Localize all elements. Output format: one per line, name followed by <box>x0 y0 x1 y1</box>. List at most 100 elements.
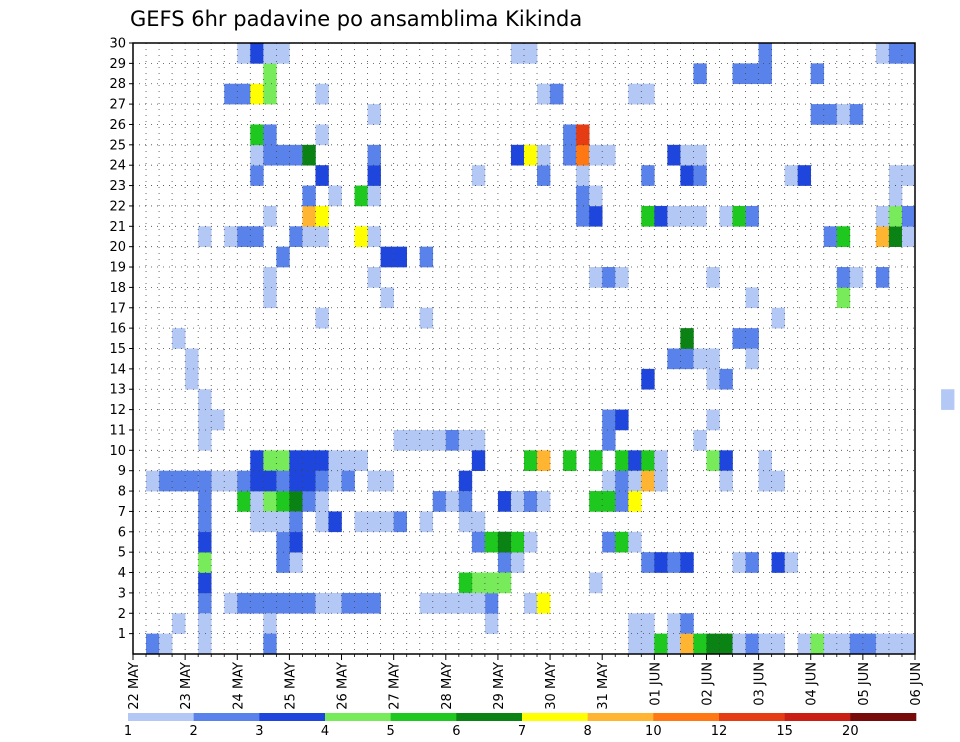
heatmap-cell <box>484 592 499 614</box>
heatmap-cell <box>706 348 720 370</box>
heatmap-cell <box>667 348 681 370</box>
heatmap-cell <box>901 226 916 247</box>
heatmap-cell <box>393 511 407 533</box>
heatmap-cell <box>641 552 655 573</box>
heatmap-cell <box>875 226 890 247</box>
heatmap-cell <box>641 83 655 105</box>
heatmap-cell <box>445 429 460 451</box>
heatmap-cell <box>667 552 681 573</box>
y-tick-label: 14 <box>109 362 126 377</box>
heatmap-cell <box>354 592 368 614</box>
heatmap-cell <box>198 429 212 451</box>
legend-swatch <box>784 713 851 721</box>
heatmap-cell <box>315 83 329 105</box>
legend-swatch <box>850 713 917 721</box>
heatmap-cell <box>315 165 329 186</box>
heatmap-cell <box>315 491 329 512</box>
heatmap-cell <box>146 470 160 492</box>
heatmap-cell <box>888 226 903 247</box>
heatmap-cell <box>758 43 772 64</box>
heatmap-cell <box>667 205 681 227</box>
heatmap-cell <box>198 531 212 553</box>
heatmap-cell <box>328 450 342 471</box>
heatmap-cell <box>289 592 303 614</box>
legend-label: 15 <box>776 724 793 739</box>
heatmap-cell <box>263 144 277 166</box>
heatmap-cell <box>367 267 381 288</box>
heatmap-cell <box>289 531 303 553</box>
y-tick-label: 16 <box>109 322 126 337</box>
chart-title: GEFS 6hr padavine po ansamblima Kikinda <box>130 7 582 31</box>
heatmap-cell <box>510 491 525 512</box>
heatmap-cell <box>198 470 212 492</box>
legend-swatch <box>325 713 391 721</box>
heatmap-cell <box>471 511 486 533</box>
heatmap-cell <box>263 83 277 105</box>
x-tick-label: 31 MAY <box>596 662 611 710</box>
heatmap-cell <box>823 226 838 247</box>
heatmap-cell <box>901 165 916 186</box>
heatmap-cell <box>745 552 759 573</box>
heatmap-cell <box>654 205 668 227</box>
heatmap-cell <box>615 531 629 553</box>
heatmap-cell <box>797 633 812 655</box>
heatmap-cell <box>537 450 551 471</box>
heatmap-cell <box>719 450 733 471</box>
heatmap-cell <box>628 470 642 492</box>
heatmap-cell <box>758 450 772 471</box>
heatmap-cell <box>458 511 473 533</box>
heatmap-cell <box>836 633 851 655</box>
legend-swatch <box>587 713 654 721</box>
heatmap-cell <box>484 613 499 634</box>
heatmap-cell <box>719 205 733 227</box>
x-axis: 22 MAY 23 MAY 24 MAY 25 MAY 26 MAY 27 MAY 28 M… <box>127 654 924 710</box>
x-tick-label: 24 MAY <box>231 662 246 710</box>
heatmap-cell <box>250 592 264 614</box>
heatmap-cell <box>354 185 368 207</box>
heatmap-cell <box>185 348 199 370</box>
heatmap-cell <box>276 450 290 471</box>
heatmap-cell <box>471 531 486 553</box>
heatmap-cell <box>198 409 212 431</box>
heatmap-cell <box>198 511 212 533</box>
heatmap-cell <box>302 185 316 207</box>
y-tick-label: 20 <box>109 240 126 255</box>
heatmap-cell <box>172 470 186 492</box>
heatmap-cell <box>524 144 538 166</box>
heatmap-cell <box>680 613 694 634</box>
legend-swatch <box>719 713 785 721</box>
heatmap-cell <box>654 470 668 492</box>
heatmap-cell <box>432 592 447 614</box>
heatmap-cell <box>484 572 499 594</box>
heatmap-cell <box>315 226 329 247</box>
y-tick-label: 29 <box>109 57 126 72</box>
heatmap-cell <box>510 43 525 64</box>
x-tick-label: 06 JUN <box>909 662 924 706</box>
legend-swatch <box>128 713 194 721</box>
heatmap-cell <box>263 205 277 227</box>
heatmap-cell <box>250 144 264 166</box>
heatmap-cell <box>706 633 720 655</box>
heatmap-cell <box>224 83 238 105</box>
heatmap-cell <box>888 633 903 655</box>
y-tick-label: 18 <box>109 281 126 296</box>
heatmap-cell <box>276 491 290 512</box>
heatmap-cell <box>328 511 342 533</box>
heatmap-cell <box>901 633 916 655</box>
heatmap-cell <box>354 511 368 533</box>
heatmap-cell <box>758 63 772 85</box>
heatmap-cell <box>602 409 616 431</box>
heatmap-cell <box>367 226 381 247</box>
heatmap-cell <box>589 491 603 512</box>
heatmap-cell <box>576 205 590 227</box>
heatmap-cell <box>563 144 577 166</box>
y-tick-label: 22 <box>109 199 126 214</box>
heatmap-cell <box>302 592 316 614</box>
heatmap-cell <box>250 511 264 533</box>
heatmap-cell <box>263 63 277 85</box>
heatmap-cell <box>823 633 838 655</box>
heatmap-cell <box>237 470 251 492</box>
heatmap-cell <box>693 205 707 227</box>
heatmap-cell <box>198 613 212 634</box>
heatmap-cell <box>563 450 577 471</box>
